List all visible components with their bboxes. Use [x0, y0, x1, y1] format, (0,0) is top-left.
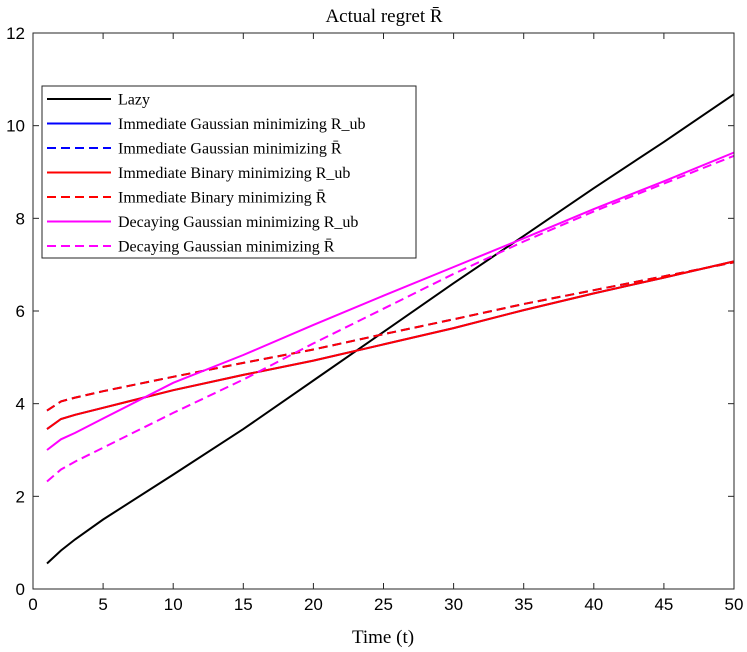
legend-label-lazy: Lazy: [118, 92, 150, 109]
y-tick-label: 2: [16, 487, 25, 506]
x-tick-label: 40: [584, 595, 603, 614]
series-line-decaying-gaussian-minimizing-r: [46, 154, 735, 483]
tick-layer: 0 5 10 15 20 25 30 35 40 45 50 0 2 4 6 8 10 12: [6, 24, 743, 614]
y-tick-label: 12: [6, 24, 25, 43]
series-layer: [46, 93, 735, 565]
x-tick-label: 35: [514, 595, 533, 614]
legend-label-decaying-gaussian-minimizing-r: Decaying Gaussian minimizing R̄: [118, 239, 335, 256]
x-axis-label: Time (t): [352, 627, 414, 648]
series-line-immediate-binary-minimizing-r-ub: [46, 260, 735, 430]
legend-label-immediate-binary-minimizing-r: Immediate Binary minimizing R̄: [118, 190, 327, 207]
y-tick-label: 8: [16, 209, 25, 228]
x-tick-label: 10: [164, 595, 183, 614]
x-tick-label: 5: [98, 595, 107, 614]
y-tick-label: 10: [6, 117, 25, 136]
x-tick-label: 25: [374, 595, 393, 614]
legend: Lazy Immediate Gaussian minimizing R_ub Im…: [41, 85, 417, 259]
legend-label-immediate-gaussian-minimizing-r-ub: Immediate Gaussian minimizing R_ub: [118, 116, 366, 133]
legend-label-immediate-binary-minimizing-r-ub: Immediate Binary minimizing R_ub: [118, 165, 350, 182]
series-line-decaying-gaussian-minimizing-r-ub: [46, 151, 735, 451]
legend-label-immediate-gaussian-minimizing-r: Immediate Gaussian minimizing R̄: [118, 141, 342, 158]
series-line-lazy: [46, 93, 735, 565]
x-tick-label: 45: [654, 595, 673, 614]
x-tick-label: 20: [304, 595, 323, 614]
x-tick-label: 30: [444, 595, 463, 614]
y-tick-label: 0: [16, 580, 25, 599]
x-tick-label: 0: [28, 595, 37, 614]
legend-label-decaying-gaussian-minimizing-r-ub: Decaying Gaussian minimizing R_ub: [118, 214, 358, 231]
y-tick-label: 4: [16, 395, 25, 414]
series-line-immediate-gaussian-minimizing-r-ub: [46, 260, 735, 430]
chart-title: Actual regret R̄: [325, 6, 442, 27]
y-tick-label: 6: [16, 302, 25, 321]
series-line-immediate-binary-minimizing-r: [46, 261, 735, 412]
x-tick-label: 15: [234, 595, 253, 614]
x-tick-label: 50: [725, 595, 744, 614]
